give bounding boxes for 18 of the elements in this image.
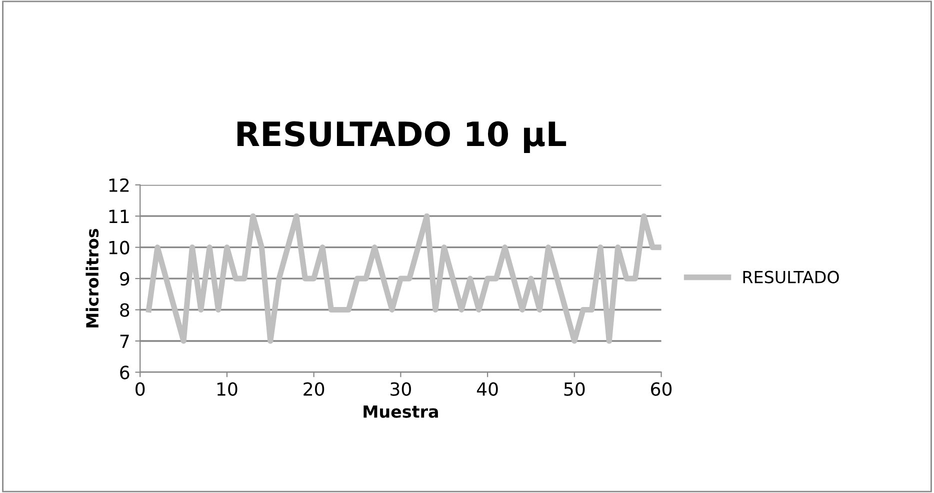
- x-tick-label: 50: [564, 382, 585, 396]
- x-tick-label: 60: [651, 382, 672, 396]
- y-tick-label: 9: [120, 272, 130, 286]
- x-axis-title: Muestra: [364, 405, 438, 418]
- x-tick-label: 40: [476, 382, 498, 396]
- y-tick-label: 6: [120, 366, 130, 380]
- legend-label: RESULTADO: [743, 270, 839, 284]
- y-tick-label: 12: [109, 178, 129, 192]
- x-tick-label: 30: [390, 382, 411, 396]
- y-tick-label: 7: [120, 334, 129, 348]
- x-tick-label: 20: [304, 382, 324, 396]
- y-tick-label: 11: [109, 210, 129, 223]
- y-tick-label: 8: [120, 303, 130, 317]
- x-tick-label: 10: [217, 382, 238, 396]
- y-axis-title: Microlitros: [86, 228, 99, 328]
- chart-title: RESULTADO 10 µL: [237, 121, 566, 153]
- y-tick-label: 10: [109, 240, 130, 254]
- x-tick-label: 0: [136, 382, 145, 396]
